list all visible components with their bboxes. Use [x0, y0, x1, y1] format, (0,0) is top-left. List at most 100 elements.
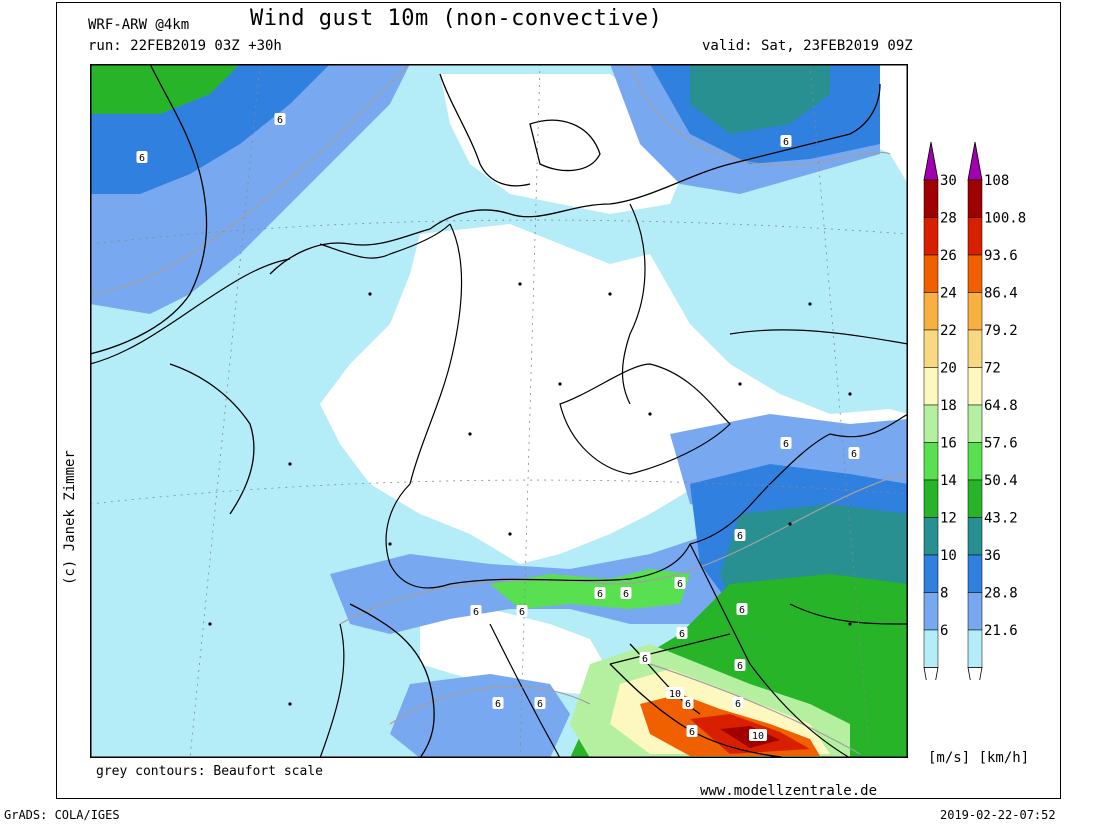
beaufort-label: 6 [677, 579, 683, 590]
beaufort-label: 6 [642, 654, 648, 665]
beaufort-label-bg [734, 659, 746, 671]
beaufort-label: 6 [623, 589, 629, 600]
ms-tick-label: 16 [940, 436, 957, 452]
beaufort-label: 6 [597, 589, 603, 600]
timestamp: 2019-02-22-07:52 [940, 808, 1056, 822]
beaufort-label: 6 [737, 531, 743, 542]
beaufort-label-bg [470, 605, 482, 617]
kmh-color-swatch [967, 329, 983, 368]
beaufort-label: 6 [277, 115, 283, 126]
kmh-tick-label: 79.2 [984, 323, 1018, 339]
kmh-tick-label: 50.4 [984, 473, 1018, 489]
field-white-central [320, 224, 908, 564]
beaufort-label-bg [780, 437, 792, 449]
kmh-tick-label: 93.6 [984, 248, 1018, 264]
beaufort-label-bg [516, 605, 528, 617]
kmh-tick-label: 72 [984, 361, 1001, 377]
contours-note: grey contours: Beaufort scale [96, 764, 323, 779]
kmh-tick-label: 86.4 [984, 286, 1018, 302]
beaufort-labels: 6 6 6 6 6 6 6 6 6 6 6 6 6 6 6 6 6 6 6 6 10 10 [136, 113, 860, 742]
beaufort-label-bg [749, 729, 767, 741]
ms-color-swatch [923, 367, 939, 406]
kmh-color-swatch [967, 179, 983, 218]
beaufort-label-bg [732, 697, 744, 709]
beaufort-label: 10 [669, 689, 681, 700]
beaufort-label: 6 [689, 727, 695, 738]
beaufort-label-bg [274, 113, 286, 125]
kmh-color-swatch [967, 404, 983, 443]
ms-color-swatch [923, 517, 939, 556]
kmh-tick-label: 28.8 [984, 586, 1018, 602]
ms-tick-label: 26 [940, 248, 957, 264]
ms-tick-label: 24 [940, 286, 957, 302]
map-title: Wind gust 10m (non-convective) [250, 6, 663, 31]
beaufort-label: 6 [495, 699, 501, 710]
map-border [90, 64, 908, 758]
kmh-tick-label: 100.8 [984, 211, 1026, 227]
ms-color-swatch [923, 254, 939, 293]
beaufort-label-bg [136, 151, 148, 163]
city-markers [208, 282, 852, 706]
beaufort-label-bg [780, 135, 792, 147]
beaufort-label-bg [848, 447, 860, 459]
model-label: WRF-ARW @4km [88, 17, 190, 33]
beaufort-label: 6 [679, 629, 685, 640]
kmh-color-swatch [967, 479, 983, 518]
beaufort-label-bg [736, 603, 748, 615]
kmh-above-triangle [967, 141, 983, 181]
beaufort-contours [90, 64, 908, 755]
kmh-color-swatch [967, 442, 983, 481]
field-green-alps [490, 569, 690, 609]
beaufort-label-bg [686, 725, 698, 737]
kmh-color-swatch [967, 554, 983, 593]
beaufort-label: 6 [739, 605, 745, 616]
ms-color-swatch [923, 554, 939, 593]
kmh-color-swatch [967, 217, 983, 256]
beaufort-label-bg [676, 627, 688, 639]
ms-tick-label: 10 [940, 548, 957, 564]
beaufort-label: 6 [537, 699, 543, 710]
ms-tick-label: 8 [940, 586, 948, 602]
field-green-north-sea [90, 64, 240, 114]
kmh-color-swatch [967, 292, 983, 331]
run-label: run: 22FEB2019 03Z +30h [88, 38, 282, 54]
ms-tick-label: 28 [940, 211, 957, 227]
valid-label: valid: Sat, 23FEB2019 09Z [702, 38, 913, 54]
ms-tick-label: 18 [940, 398, 957, 414]
kmh-color-swatch [967, 592, 983, 631]
beaufort-label-bg [492, 697, 504, 709]
legend-units: [m/s] [km/h] [928, 750, 1030, 766]
ms-color-swatch [923, 179, 939, 218]
beaufort-label-bg [639, 652, 651, 664]
kmh-below-triangle [967, 667, 983, 680]
ms-color-swatch [923, 479, 939, 518]
beaufort-label: 6 [737, 661, 743, 672]
ms-color-swatch [923, 442, 939, 481]
beaufort-label-bg [666, 687, 684, 699]
ms-tick-label: 14 [940, 473, 957, 489]
beaufort-label: 10 [752, 731, 764, 742]
ms-color-swatch [923, 292, 939, 331]
beaufort-label: 6 [783, 137, 789, 148]
ms-color-swatch [923, 329, 939, 368]
kmh-color-swatch [967, 367, 983, 406]
beaufort-label-bg [594, 587, 606, 599]
beaufort-label-bg [534, 697, 546, 709]
field-teal-baltic [690, 64, 830, 134]
ms-tick-label: 30 [940, 173, 957, 189]
field-light-blue-south [390, 674, 570, 758]
website-link[interactable]: www.modellzentrale.de [700, 783, 878, 799]
country-borders [90, 203, 908, 758]
kmh-tick-label: 57.6 [984, 436, 1018, 452]
kmh-tick-label: 64.8 [984, 398, 1018, 414]
kmh-tick-label: 21.6 [984, 623, 1018, 639]
ms-color-swatch [923, 629, 939, 668]
beaufort-label: 6 [783, 439, 789, 450]
beaufort-label-bg [734, 529, 746, 541]
beaufort-label: 6 [735, 699, 741, 710]
ms-tick-label: 22 [940, 323, 957, 339]
wind-gust-map: 6 6 6 6 6 6 6 6 6 6 6 6 6 6 6 6 6 6 6 6 10 10 [90, 64, 908, 758]
kmh-tick-label: 43.2 [984, 511, 1018, 527]
copyright-credit: (c) Janek Zimmer [62, 450, 78, 585]
coastlines [90, 64, 881, 758]
